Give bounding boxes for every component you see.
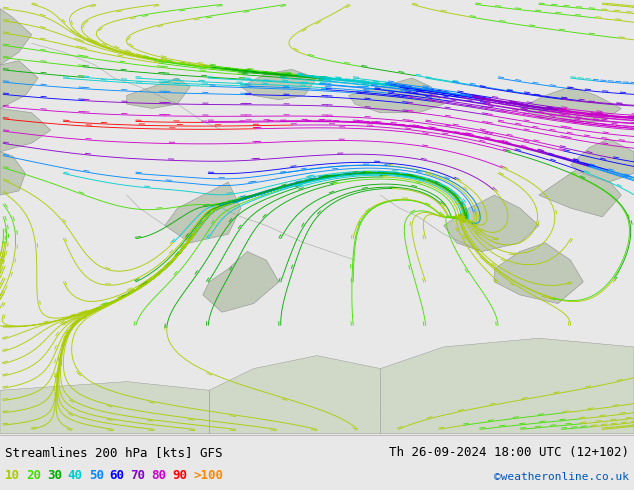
Text: 90: 90 — [172, 468, 188, 482]
Text: >100: >100 — [193, 468, 223, 482]
Text: 60: 60 — [110, 468, 125, 482]
Text: 50: 50 — [89, 468, 104, 482]
Polygon shape — [539, 165, 621, 217]
Polygon shape — [241, 70, 317, 100]
Polygon shape — [209, 356, 380, 434]
Polygon shape — [222, 399, 380, 425]
Text: 20: 20 — [26, 468, 41, 482]
Polygon shape — [571, 139, 634, 182]
Polygon shape — [203, 251, 279, 312]
Polygon shape — [444, 195, 539, 251]
Text: 70: 70 — [131, 468, 146, 482]
Polygon shape — [0, 382, 209, 434]
Polygon shape — [127, 78, 190, 108]
Polygon shape — [0, 61, 38, 108]
Polygon shape — [495, 243, 583, 304]
Text: Streamlines 200 hPa [kts] GFS: Streamlines 200 hPa [kts] GFS — [5, 446, 223, 459]
Text: 30: 30 — [47, 468, 62, 482]
Polygon shape — [380, 338, 634, 434]
Polygon shape — [0, 152, 25, 195]
Polygon shape — [520, 87, 621, 122]
Polygon shape — [165, 182, 241, 243]
Polygon shape — [0, 9, 32, 65]
Text: 10: 10 — [5, 468, 20, 482]
Polygon shape — [0, 108, 51, 152]
Text: Th 26-09-2024 18:00 UTC (12+102): Th 26-09-2024 18:00 UTC (12+102) — [389, 446, 629, 459]
Text: ©weatheronline.co.uk: ©weatheronline.co.uk — [494, 471, 629, 482]
Polygon shape — [349, 78, 444, 113]
Text: 40: 40 — [68, 468, 83, 482]
Text: 80: 80 — [152, 468, 167, 482]
